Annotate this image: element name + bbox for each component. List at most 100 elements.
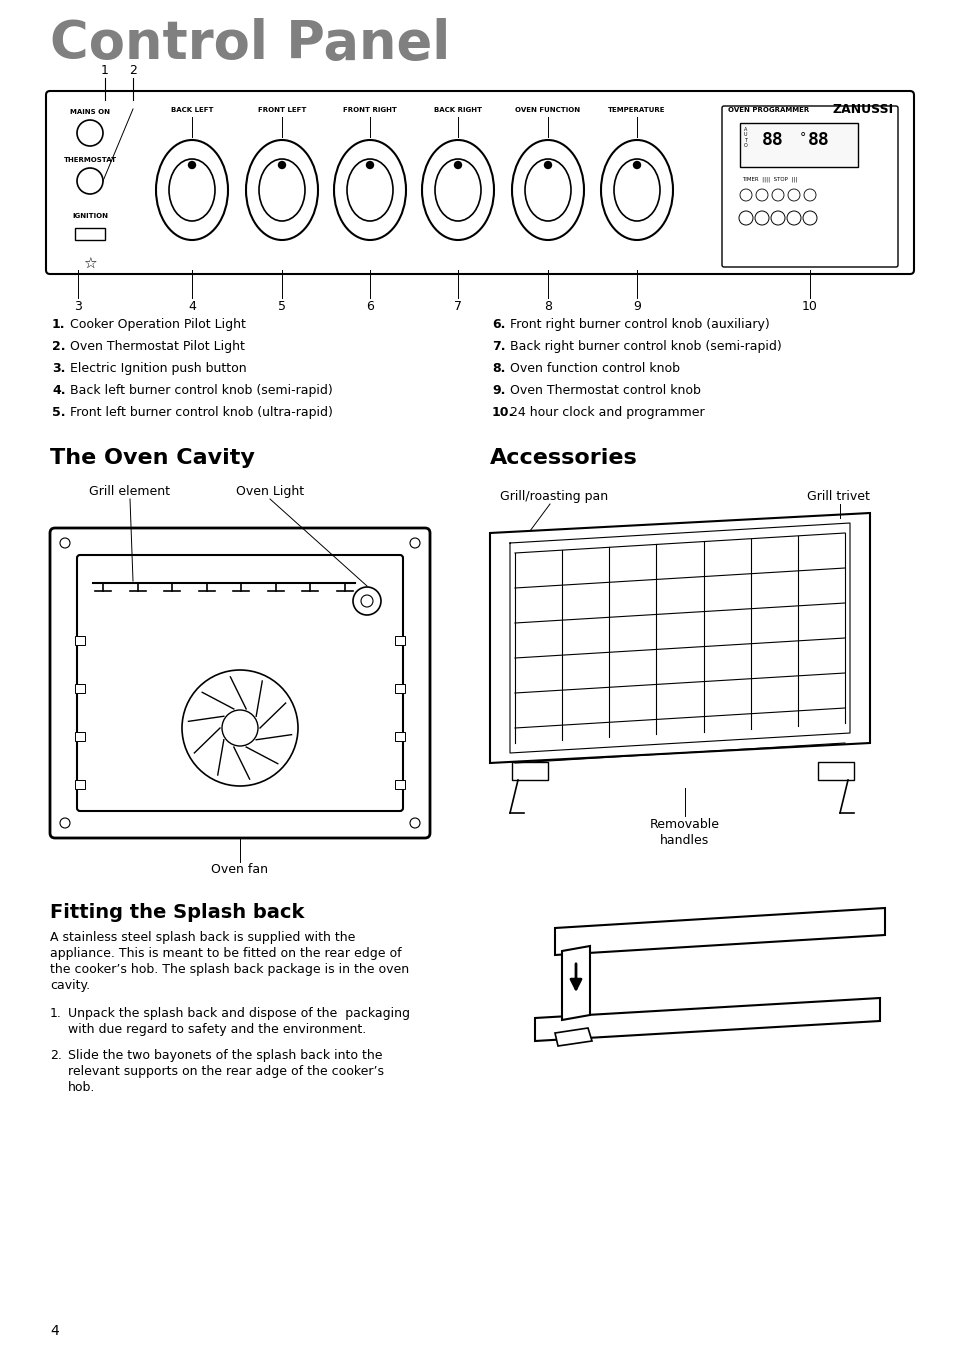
Text: FRONT RIGHT: FRONT RIGHT — [343, 107, 396, 113]
Text: Grill/roasting pan: Grill/roasting pan — [499, 490, 607, 503]
Polygon shape — [555, 1028, 592, 1046]
Bar — [512, 762, 547, 780]
Text: 1: 1 — [101, 63, 109, 77]
Text: 5.: 5. — [52, 407, 66, 419]
Text: 7.: 7. — [492, 340, 505, 353]
Text: OVEN PROGRAMMER: OVEN PROGRAMMER — [727, 107, 808, 113]
Text: BACK LEFT: BACK LEFT — [171, 107, 213, 113]
FancyBboxPatch shape — [50, 528, 430, 838]
Text: Oven Thermostat control knob: Oven Thermostat control knob — [510, 384, 700, 397]
Text: 88: 88 — [761, 131, 783, 149]
Text: 1.: 1. — [50, 1006, 62, 1020]
Text: appliance. This is meant to be fitted on the rear edge of: appliance. This is meant to be fitted on… — [50, 947, 401, 961]
Ellipse shape — [512, 141, 583, 240]
Text: 4.: 4. — [52, 384, 66, 397]
Ellipse shape — [246, 141, 317, 240]
Text: A stainless steel splash back is supplied with the: A stainless steel splash back is supplie… — [50, 931, 355, 944]
Text: 24 hour clock and programmer: 24 hour clock and programmer — [510, 407, 704, 419]
Text: 2.: 2. — [50, 1048, 62, 1062]
Ellipse shape — [600, 141, 672, 240]
FancyBboxPatch shape — [77, 555, 402, 811]
Text: 10: 10 — [801, 300, 817, 313]
Text: Back right burner control knob (semi-rapid): Back right burner control knob (semi-rap… — [510, 340, 781, 353]
Text: Fitting the Splash back: Fitting the Splash back — [50, 902, 304, 921]
Bar — [75, 684, 85, 693]
Text: 2.: 2. — [52, 340, 66, 353]
Text: ZANUSSI: ZANUSSI — [832, 103, 893, 116]
Bar — [395, 684, 405, 693]
Text: 8: 8 — [543, 300, 552, 313]
Text: 9.: 9. — [492, 384, 505, 397]
Polygon shape — [561, 946, 589, 1020]
Ellipse shape — [524, 159, 571, 222]
Text: Accessories: Accessories — [490, 449, 638, 467]
Text: 2: 2 — [129, 63, 137, 77]
Text: Oven fan: Oven fan — [212, 863, 268, 875]
Text: 7: 7 — [454, 300, 461, 313]
Ellipse shape — [169, 159, 214, 222]
Text: °: ° — [800, 131, 805, 145]
Circle shape — [366, 162, 374, 169]
Text: 4: 4 — [188, 300, 195, 313]
Text: 4: 4 — [50, 1324, 59, 1337]
Ellipse shape — [334, 141, 406, 240]
Ellipse shape — [421, 141, 494, 240]
Text: 6.: 6. — [492, 317, 505, 331]
Text: 3: 3 — [74, 300, 82, 313]
Text: Electric Ignition push button: Electric Ignition push button — [70, 362, 247, 376]
FancyBboxPatch shape — [46, 91, 913, 274]
FancyBboxPatch shape — [721, 105, 897, 267]
Bar — [75, 636, 85, 644]
Text: ☆: ☆ — [83, 257, 96, 272]
Text: Front right burner control knob (auxiliary): Front right burner control knob (auxilia… — [510, 317, 769, 331]
Text: Oven function control knob: Oven function control knob — [510, 362, 679, 376]
Text: relevant supports on the rear adge of the cooker’s: relevant supports on the rear adge of th… — [68, 1065, 384, 1078]
Text: Oven Light: Oven Light — [235, 485, 304, 499]
Text: THERMOSTAT: THERMOSTAT — [63, 157, 116, 163]
Text: FRONT LEFT: FRONT LEFT — [257, 107, 306, 113]
Text: 5: 5 — [277, 300, 286, 313]
Text: Oven Thermostat Pilot Light: Oven Thermostat Pilot Light — [70, 340, 245, 353]
Text: Grill trivet: Grill trivet — [806, 490, 869, 503]
Circle shape — [633, 162, 639, 169]
Text: with due regard to safety and the environment.: with due regard to safety and the enviro… — [68, 1023, 366, 1036]
Bar — [75, 780, 85, 789]
Circle shape — [544, 162, 551, 169]
Bar — [395, 780, 405, 789]
Text: TIMER  ||||  STOP  |||: TIMER |||| STOP ||| — [741, 177, 797, 182]
Text: 9: 9 — [633, 300, 640, 313]
Bar — [740, 123, 857, 168]
Text: cavity.: cavity. — [50, 979, 90, 992]
Ellipse shape — [614, 159, 659, 222]
Text: MAINS ON: MAINS ON — [70, 109, 110, 115]
Circle shape — [454, 162, 461, 169]
Text: 8.: 8. — [492, 362, 505, 376]
Text: A
U
T
O: A U T O — [743, 127, 747, 149]
Polygon shape — [490, 513, 869, 763]
Text: 10.: 10. — [492, 407, 514, 419]
Text: TEMPERATURE: TEMPERATURE — [608, 107, 665, 113]
Text: 88: 88 — [807, 131, 829, 149]
Text: 6: 6 — [366, 300, 374, 313]
Circle shape — [278, 162, 285, 169]
Text: the cooker’s hob. The splash back package is in the oven: the cooker’s hob. The splash back packag… — [50, 963, 409, 975]
Text: Removable
handles: Removable handles — [649, 817, 720, 847]
Text: Control Panel: Control Panel — [50, 18, 450, 70]
Bar — [817, 762, 853, 780]
Text: Unpack the splash back and dispose of the  packaging: Unpack the splash back and dispose of th… — [68, 1006, 410, 1020]
Text: Slide the two bayonets of the splash back into the: Slide the two bayonets of the splash bac… — [68, 1048, 382, 1062]
Polygon shape — [555, 908, 884, 955]
Bar — [395, 636, 405, 644]
Text: OVEN FUNCTION: OVEN FUNCTION — [515, 107, 580, 113]
Bar — [395, 732, 405, 740]
Ellipse shape — [347, 159, 393, 222]
Text: Front left burner control knob (ultra-rapid): Front left burner control knob (ultra-ra… — [70, 407, 333, 419]
Ellipse shape — [156, 141, 228, 240]
Text: hob.: hob. — [68, 1081, 95, 1094]
Text: The Oven Cavity: The Oven Cavity — [50, 449, 254, 467]
Text: Cooker Operation Pilot Light: Cooker Operation Pilot Light — [70, 317, 246, 331]
Text: IGNITION: IGNITION — [71, 213, 108, 219]
Text: Back left burner control knob (semi-rapid): Back left burner control knob (semi-rapi… — [70, 384, 333, 397]
Bar — [75, 732, 85, 740]
Polygon shape — [535, 998, 879, 1042]
